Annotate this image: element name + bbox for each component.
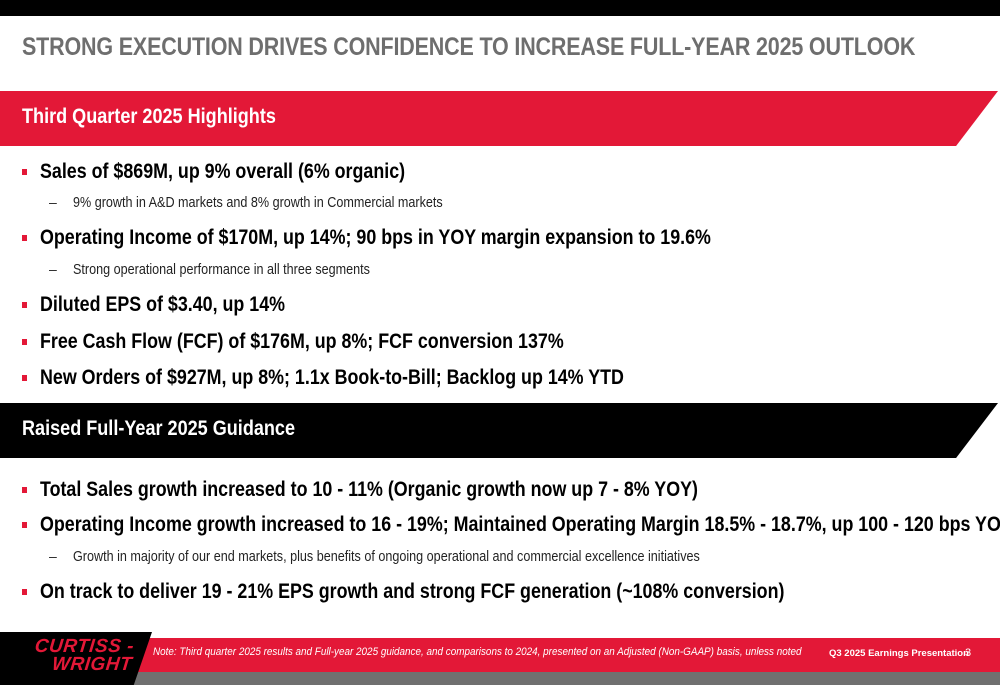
bullet-icon [22,339,27,345]
list-item-text: Diluted EPS of $3.40, up 14% [40,293,286,316]
dash-icon: – [49,261,57,277]
footer-note: Note: Third quarter 2025 results and Ful… [153,646,802,658]
sub-list-item-text: 9% growth in A&D markets and 8% growth i… [73,194,443,211]
presentation-name: Q3 2025 Earnings Presentation [829,648,969,659]
slide-title: STRONG EXECUTION DRIVES CONFIDENCE TO IN… [22,33,916,61]
list-item-text: Sales of $869M, up 9% overall (6% organi… [40,160,406,183]
bullet-icon [22,375,27,381]
list-item-text: Operating Income growth increased to 16 … [40,513,1000,536]
list-item-text: Operating Income of $170M, up 14%; 90 bp… [40,226,711,249]
list-item-text: Free Cash Flow (FCF) of $176M, up 8%; FC… [40,330,564,353]
dash-icon: – [49,194,57,210]
bullet-icon [22,589,27,595]
top-bar [0,0,1000,16]
list-item-text: On track to deliver 19 - 21% EPS growth … [40,580,785,603]
bullet-icon [22,522,27,528]
bullet-icon [22,487,27,493]
bullet-icon [22,235,27,241]
section-heading: Raised Full-Year 2025 Guidance [22,417,296,440]
page-number: 3 [965,647,972,659]
sub-list-item-text: Strong operational performance in all th… [73,261,370,278]
bullet-icon [22,302,27,308]
sub-list-item-text: Growth in majority of our end markets, p… [73,548,700,565]
section-banner-guidance: Raised Full-Year 2025 Guidance [0,403,998,458]
dash-icon: – [49,548,57,564]
logo-background [0,632,152,685]
curtiss-wright-logo: CURTISS - WRIGHT [26,636,135,675]
footer-gray-strip [0,672,1000,685]
footer-bar [0,638,1000,672]
section-banner-highlights: Third Quarter 2025 Highlights [0,91,998,146]
section-heading: Third Quarter 2025 Highlights [22,105,276,128]
list-item-text: New Orders of $927M, up 8%; 1.1x Book-to… [40,366,624,389]
list-item-text: Total Sales growth increased to 10 - 11%… [40,478,698,501]
logo-line-2: WRIGHT [50,654,134,675]
bullet-icon [22,169,27,175]
